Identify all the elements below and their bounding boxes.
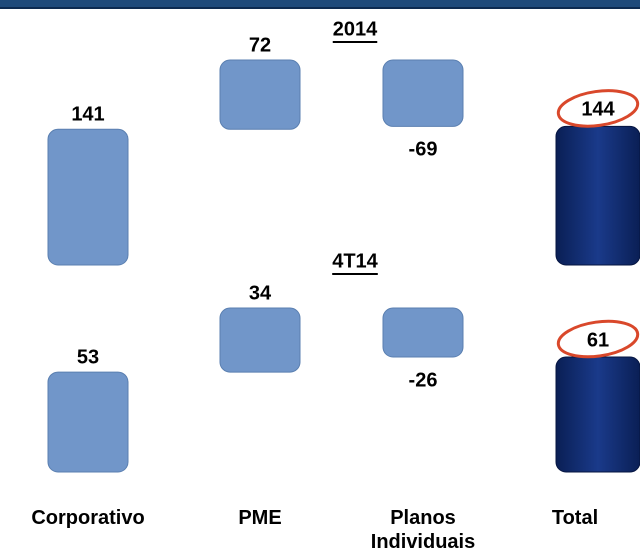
total-bar — [555, 125, 640, 266]
panel-title: 2014 — [333, 18, 378, 40]
bar — [47, 371, 129, 473]
category-label: Total — [551, 507, 599, 529]
value-label: 144 — [581, 99, 615, 121]
value-label: 34 — [249, 282, 272, 304]
value-label: -69 — [409, 139, 438, 161]
bar — [382, 307, 464, 358]
bar — [47, 128, 129, 266]
category-label: Corporativo — [31, 507, 145, 529]
header-strip — [0, 0, 640, 9]
total-bar — [555, 356, 640, 473]
bar — [382, 59, 464, 127]
value-label: 53 — [77, 346, 99, 368]
category-label: PME — [238, 507, 282, 529]
value-label: -26 — [409, 369, 438, 391]
bar — [219, 307, 301, 373]
category-label: Planos Individuais — [370, 507, 476, 553]
value-label: 72 — [249, 34, 271, 56]
highlight-ring — [556, 89, 640, 128]
bar — [219, 59, 301, 130]
value-label: 141 — [71, 104, 104, 126]
panel-title: 4T14 — [332, 250, 378, 272]
highlight-ring — [556, 319, 640, 359]
value-label: 61 — [587, 329, 609, 351]
